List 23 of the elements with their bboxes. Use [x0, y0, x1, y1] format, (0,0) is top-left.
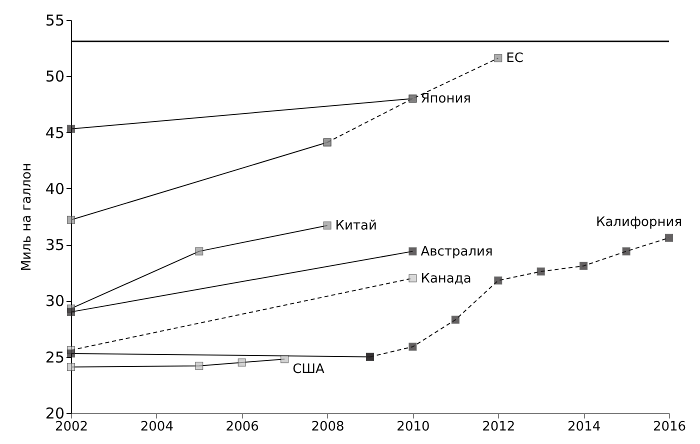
x-tick-label: 2008	[311, 420, 344, 434]
y-tick-label: 35	[45, 236, 64, 254]
series-label: ЕС	[506, 51, 524, 66]
y-tick-label: 50	[45, 68, 64, 86]
y-tick-label: 25	[45, 348, 64, 366]
y-tick-label: 55	[45, 12, 64, 30]
series-label: США	[292, 362, 325, 378]
y-tick-label: 40	[45, 180, 64, 198]
x-tick-label: 2006	[226, 420, 259, 434]
series-label: Канада	[420, 271, 472, 286]
y-axis-title: Миль на галлон	[19, 162, 34, 272]
series-label: Австралия	[420, 244, 493, 260]
series-label: Китай	[335, 218, 377, 234]
x-tick-label: 2016	[652, 420, 686, 434]
x-tick-label: 2012	[482, 420, 516, 434]
x-tick-label: 2010	[396, 420, 430, 434]
x-tick-label: 2004	[140, 420, 174, 434]
y-tick-label: 45	[45, 124, 64, 142]
x-tick-label: 2014	[568, 420, 601, 434]
x-tick-label: 2002	[54, 420, 88, 434]
series-label: Япония	[420, 92, 471, 107]
y-tick-label: 30	[45, 292, 64, 310]
series-label: Калифорния	[596, 214, 682, 230]
